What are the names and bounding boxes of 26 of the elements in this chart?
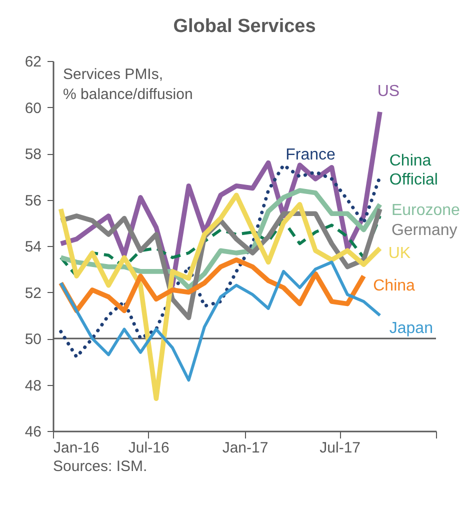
series-label: China [373,277,416,294]
y-tick-label: 50 [24,331,42,348]
y-axis-title: Services PMIs, % balance/diffusion [63,66,193,103]
series-label: China Official [389,152,438,188]
x-tick-label: Jul-17 [320,440,361,456]
y-tick-label: 58 [24,146,42,163]
y-tick-label: 56 [24,192,42,210]
y-tick-label: 62 [24,54,42,70]
y-tick-label: 48 [24,377,42,394]
series-label: UK [388,244,411,262]
y-tick-label: 52 [24,284,42,302]
source-note: Sources: ISM. [53,458,148,475]
y-tick-label: 54 [24,238,42,256]
line-series [58,257,366,314]
x-tick-label: Jan-17 [222,440,268,456]
x-tick-label: Jan-16 [54,440,100,456]
series-label: Japan [389,320,433,338]
y-tick-label: 60 [24,100,42,117]
series-label: Germany [391,222,458,239]
x-tick-label: Jul-16 [128,440,170,456]
series-label: Eurozone [391,202,460,220]
chart-title: Global Services [173,16,316,37]
series-label: France [286,146,336,164]
series-label: US [377,83,400,100]
y-tick-label: 46 [24,424,42,440]
line-series [59,214,382,278]
